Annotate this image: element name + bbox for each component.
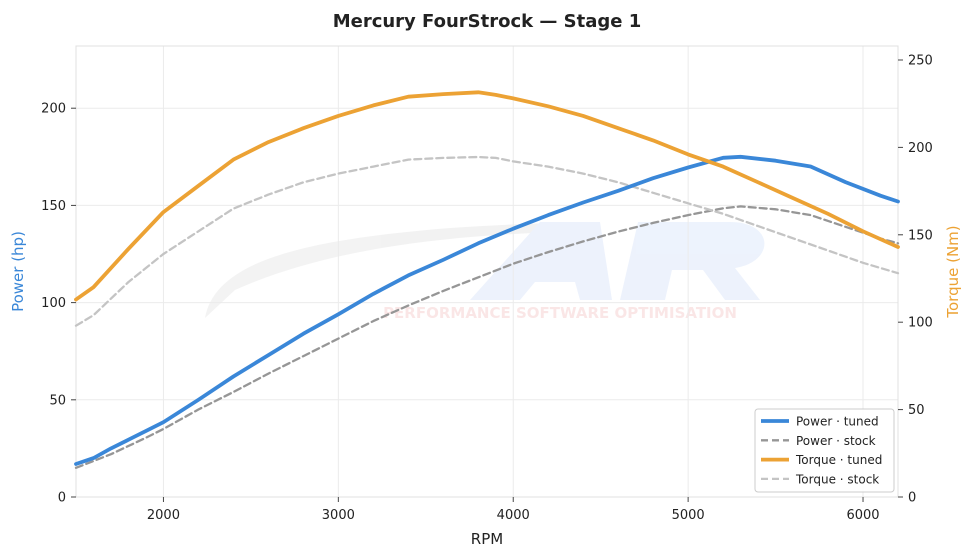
watermark-logo: PERFORMANCE SOFTWARE OPTIMISATION xyxy=(205,222,765,322)
legend-box xyxy=(754,408,895,493)
legend: Power · tuned Power · stock Torque · tuned… xyxy=(754,408,895,493)
left-axis-label: Power (hp) xyxy=(9,231,27,312)
right-tick-label: 200 xyxy=(908,141,933,156)
legend-label: Torque · tuned xyxy=(795,453,882,467)
x-axis-ticks: 2000 3000 4000 5000 6000 xyxy=(147,497,880,523)
right-tick-label: 0 xyxy=(908,491,916,506)
series-line-torque-tuned xyxy=(74,90,900,302)
legend-label: Power · stock xyxy=(796,434,876,448)
x-axis-label: RPM xyxy=(471,530,503,548)
left-tick-label: 50 xyxy=(49,393,66,408)
watermark-text: PERFORMANCE SOFTWARE OPTIMISATION xyxy=(383,304,737,322)
x-tick-label: 4000 xyxy=(497,508,530,523)
legend-label: Power · tuned xyxy=(796,415,879,429)
watermark-letter-a-icon xyxy=(470,222,612,300)
legend-label: Torque · stock xyxy=(795,472,879,486)
series-line-torque-stock xyxy=(74,155,900,327)
x-tick-label: 5000 xyxy=(672,508,705,523)
x-tick-label: 3000 xyxy=(322,508,355,523)
series-lines xyxy=(74,90,900,469)
left-tick-label: 200 xyxy=(41,102,66,117)
right-axis-ticks: 0 50 100 150 200 250 xyxy=(898,53,933,506)
watermark-swoosh-icon xyxy=(205,222,600,318)
right-tick-label: 100 xyxy=(908,316,933,331)
left-tick-label: 0 xyxy=(58,491,66,506)
x-tick-label: 2000 xyxy=(147,508,180,523)
left-tick-label: 150 xyxy=(41,199,66,214)
left-axis-ticks: 0 50 100 150 200 xyxy=(41,102,76,506)
plot-frame xyxy=(75,45,899,498)
series-line-power-stock xyxy=(74,205,900,469)
series-line-power-tuned xyxy=(74,154,900,466)
plot-border xyxy=(75,45,899,498)
x-tick-label: 6000 xyxy=(846,508,879,523)
right-tick-label: 250 xyxy=(908,53,933,68)
right-tick-label: 150 xyxy=(908,228,933,243)
right-tick-label: 50 xyxy=(908,403,925,418)
right-axis-label: Torque (Nm) xyxy=(944,225,962,318)
chart-title: Mercury FourStrock — Stage 1 xyxy=(333,11,642,32)
watermark-letter-r-icon xyxy=(620,222,765,300)
left-tick-label: 100 xyxy=(41,296,66,311)
